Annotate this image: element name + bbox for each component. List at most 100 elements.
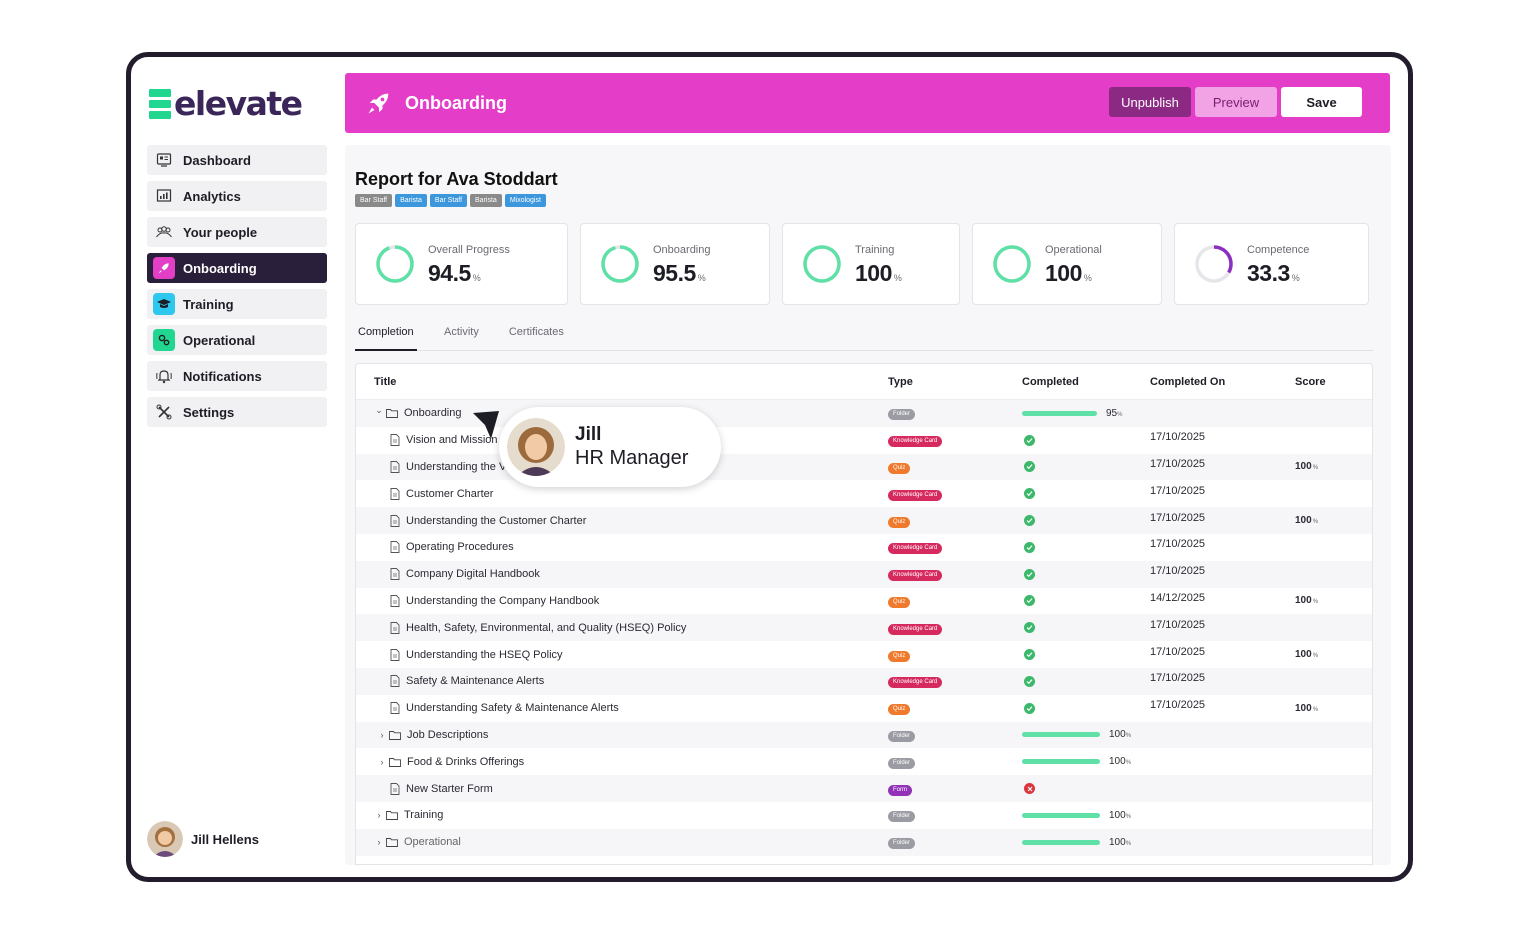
table-row[interactable]: Company Digital Handbook Knowledge Card 17… (356, 560, 1372, 588)
progress-value: 100 (1109, 809, 1126, 821)
role-tag: Barista (470, 194, 502, 207)
table-row[interactable]: New Starter Form Form (356, 775, 1372, 802)
row-title: Food & Drinks Offerings (407, 755, 525, 768)
cell-title: Operating Procedures (356, 541, 888, 553)
callout-name: Jill (575, 424, 602, 445)
cell-title: Vision and Mission (356, 434, 888, 446)
unpublish-button[interactable]: Unpublish (1109, 87, 1191, 117)
sidebar-item-analytics[interactable]: Analytics (147, 181, 327, 211)
preview-button[interactable]: Preview (1195, 87, 1277, 117)
cell-completed (1022, 515, 1150, 527)
table-row[interactable]: Operating Procedures Knowledge Card 17/10/… (356, 534, 1372, 561)
progress-percent: 100% (1109, 756, 1131, 767)
table-row[interactable]: Customer Charter Knowledge Card 17/10/2025 (356, 480, 1372, 507)
card-value-number: 95.5 (653, 260, 696, 286)
app-window: elevate Dashboard Analytics Your people Onb… (126, 52, 1413, 882)
col-title[interactable]: Title (374, 375, 397, 388)
summary-card: Overall Progress 94.5% (355, 223, 568, 305)
table-row[interactable]: Understanding the Company Handbook Quiz 14… (356, 588, 1372, 615)
sidebar-item-onboarding[interactable]: Onboarding (147, 253, 327, 283)
card-label: Overall Progress (428, 244, 510, 256)
document-icon (390, 648, 400, 661)
cell-score: 100% (1295, 595, 1355, 606)
progress-ring (803, 245, 841, 283)
progress-bar (1022, 759, 1100, 765)
user-profile[interactable]: Jill Hellens (147, 821, 259, 857)
type-badge: Quiz (888, 462, 911, 474)
cell-type: Quiz (888, 594, 1022, 608)
document-icon (390, 675, 400, 688)
role-tag: Bar Staff (355, 194, 393, 207)
progress-ring (1195, 245, 1233, 283)
tab-activity[interactable]: Activity (444, 326, 479, 338)
tab-completion[interactable]: Completion (355, 325, 417, 351)
sidebar-item-label: Onboarding (183, 260, 257, 276)
sidebar-item-dashboard[interactable]: Dashboard (147, 145, 327, 175)
progress-ring (993, 245, 1031, 283)
col-type[interactable]: Type (888, 375, 913, 388)
check-icon (1024, 595, 1035, 607)
sidebar-item-training[interactable]: Training (147, 289, 327, 319)
chevron-right-icon[interactable]: › (380, 756, 384, 767)
table-row[interactable]: › Training Folder 100% (356, 802, 1372, 829)
table-row[interactable]: › Job Descriptions Folder 100% (356, 721, 1372, 749)
cell-completed-on: 17/10/2025 (1150, 431, 1206, 444)
logo[interactable]: elevate (149, 87, 303, 120)
type-badge: Knowledge Card (888, 489, 943, 501)
col-completed-on[interactable]: Completed On (1150, 375, 1226, 388)
chevron-down-icon[interactable]: ⌄ (375, 404, 383, 415)
score-value: 100 (1295, 649, 1312, 661)
sidebar-item-settings[interactable]: Settings (147, 397, 327, 427)
cell-completed-on: 17/10/2025 (1150, 699, 1206, 712)
progress-bar (1022, 732, 1100, 738)
chevron-right-icon[interactable]: › (377, 837, 381, 848)
cell-type: Knowledge Card (888, 487, 1022, 501)
sidebar: elevate Dashboard Analytics Your people Onb… (131, 57, 341, 877)
table-row[interactable]: Understanding Safety & Maintenance Alert… (356, 695, 1372, 722)
cell-score: 100% (1295, 461, 1355, 472)
col-score[interactable]: Score (1295, 375, 1326, 388)
sidebar-item-label: Dashboard (183, 152, 251, 168)
chevron-right-icon[interactable]: › (377, 810, 381, 821)
progress-ring-fill (601, 245, 639, 283)
cell-type: Folder (888, 728, 1022, 742)
sidebar-item-operational[interactable]: Operational (147, 325, 327, 355)
table-row[interactable]: Vision and Mission Knowledge Card 17/10/20… (356, 427, 1372, 454)
save-button[interactable]: Save (1281, 87, 1362, 117)
row-title: Training (404, 809, 444, 822)
cell-completed (1022, 568, 1150, 580)
cell-score: 100% (1295, 703, 1355, 714)
score-value: 100 (1295, 515, 1312, 527)
cell-completed (1022, 541, 1150, 553)
card-value: 94.5% (428, 260, 481, 287)
table-row[interactable]: Health, Safety, Environmental, and Quali… (356, 614, 1372, 642)
table-row[interactable]: Understanding the HSEQ Policy Quiz 17/10/2… (356, 641, 1372, 668)
sidebar-item-label: Operational (183, 332, 256, 348)
cell-type: Folder (888, 808, 1022, 823)
table-row[interactable]: › Food & Drinks Offerings Folder 100% (356, 748, 1372, 775)
table-row[interactable]: › Operational Folder 100% (356, 828, 1372, 856)
check-icon (1024, 515, 1035, 527)
card-label: Training (855, 244, 895, 256)
card-label: Onboarding (653, 244, 711, 256)
progress-percent: 95% (1106, 408, 1122, 419)
cell-title: Customer Charter (356, 488, 888, 500)
report-tabs: Completion Activity Certificates (355, 325, 1373, 351)
score-unit: % (1312, 706, 1319, 713)
card-value-number: 33.3 (1247, 260, 1290, 286)
cell-completed: 100% (1022, 756, 1150, 767)
col-completed[interactable]: Completed (1022, 375, 1079, 388)
sidebar-item-notifications[interactable]: Notifications (147, 361, 327, 391)
progress-ring-fill (803, 245, 841, 283)
tab-certificates[interactable]: Certificates (508, 326, 564, 338)
chevron-right-icon[interactable]: › (380, 729, 384, 740)
report-title: Report for Ava Stoddart (355, 169, 558, 189)
summary-cards: Overall Progress 94.5% Onboarding 95.5% Trai… (355, 223, 1381, 305)
sidebar-item-your-people[interactable]: Your people (147, 217, 327, 247)
score-value: 100 (1295, 595, 1312, 607)
table-row[interactable]: Understanding the Customer Charter Quiz 17… (356, 507, 1372, 534)
document-icon (390, 434, 400, 447)
table-row[interactable]: Safety & Maintenance Alerts Knowledge Car… (356, 667, 1372, 695)
folder-icon (389, 730, 401, 740)
user-callout: Jill HR Manager (499, 407, 721, 487)
